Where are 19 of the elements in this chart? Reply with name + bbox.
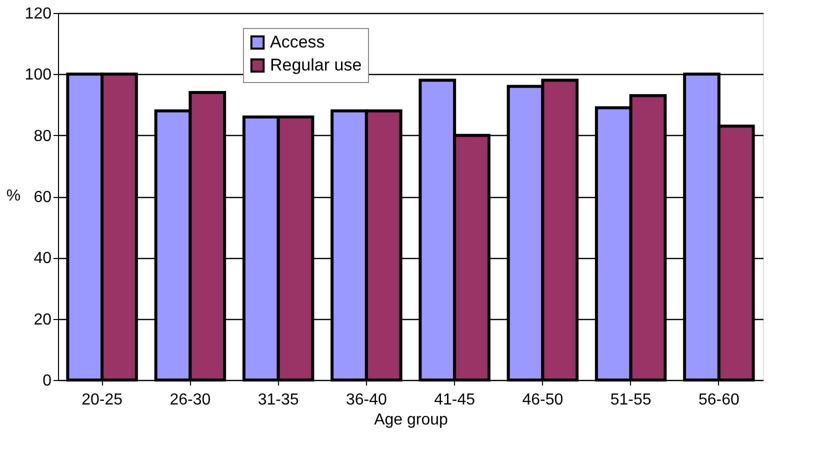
y-tick-label: 80 [34,128,52,145]
x-tick-label: 41-45 [434,392,476,408]
x-tick-label: 56-60 [698,392,740,408]
y-tick-label: 40 [34,250,52,268]
x-axis-title: Age group [374,412,448,428]
x-tick-label: 36-40 [346,392,387,408]
legend-label: Regular use [270,56,362,74]
legend-label: Access [270,32,325,52]
y-tick-label: 0 [42,372,52,390]
x-tick-label: 20-25 [82,392,123,408]
x-tick-label: 26-30 [170,392,211,408]
x-tick-label: 51-55 [610,392,652,408]
y-tick-label: 60 [34,189,52,206]
y-tick-label: 120 [24,6,52,22]
y-tick-label: 100 [24,66,52,84]
y-tick-label: 20 [34,311,52,328]
y-axis-title: % [6,188,21,204]
x-tick-label: 31-35 [258,392,299,408]
x-tick-label: 46-50 [522,392,564,408]
